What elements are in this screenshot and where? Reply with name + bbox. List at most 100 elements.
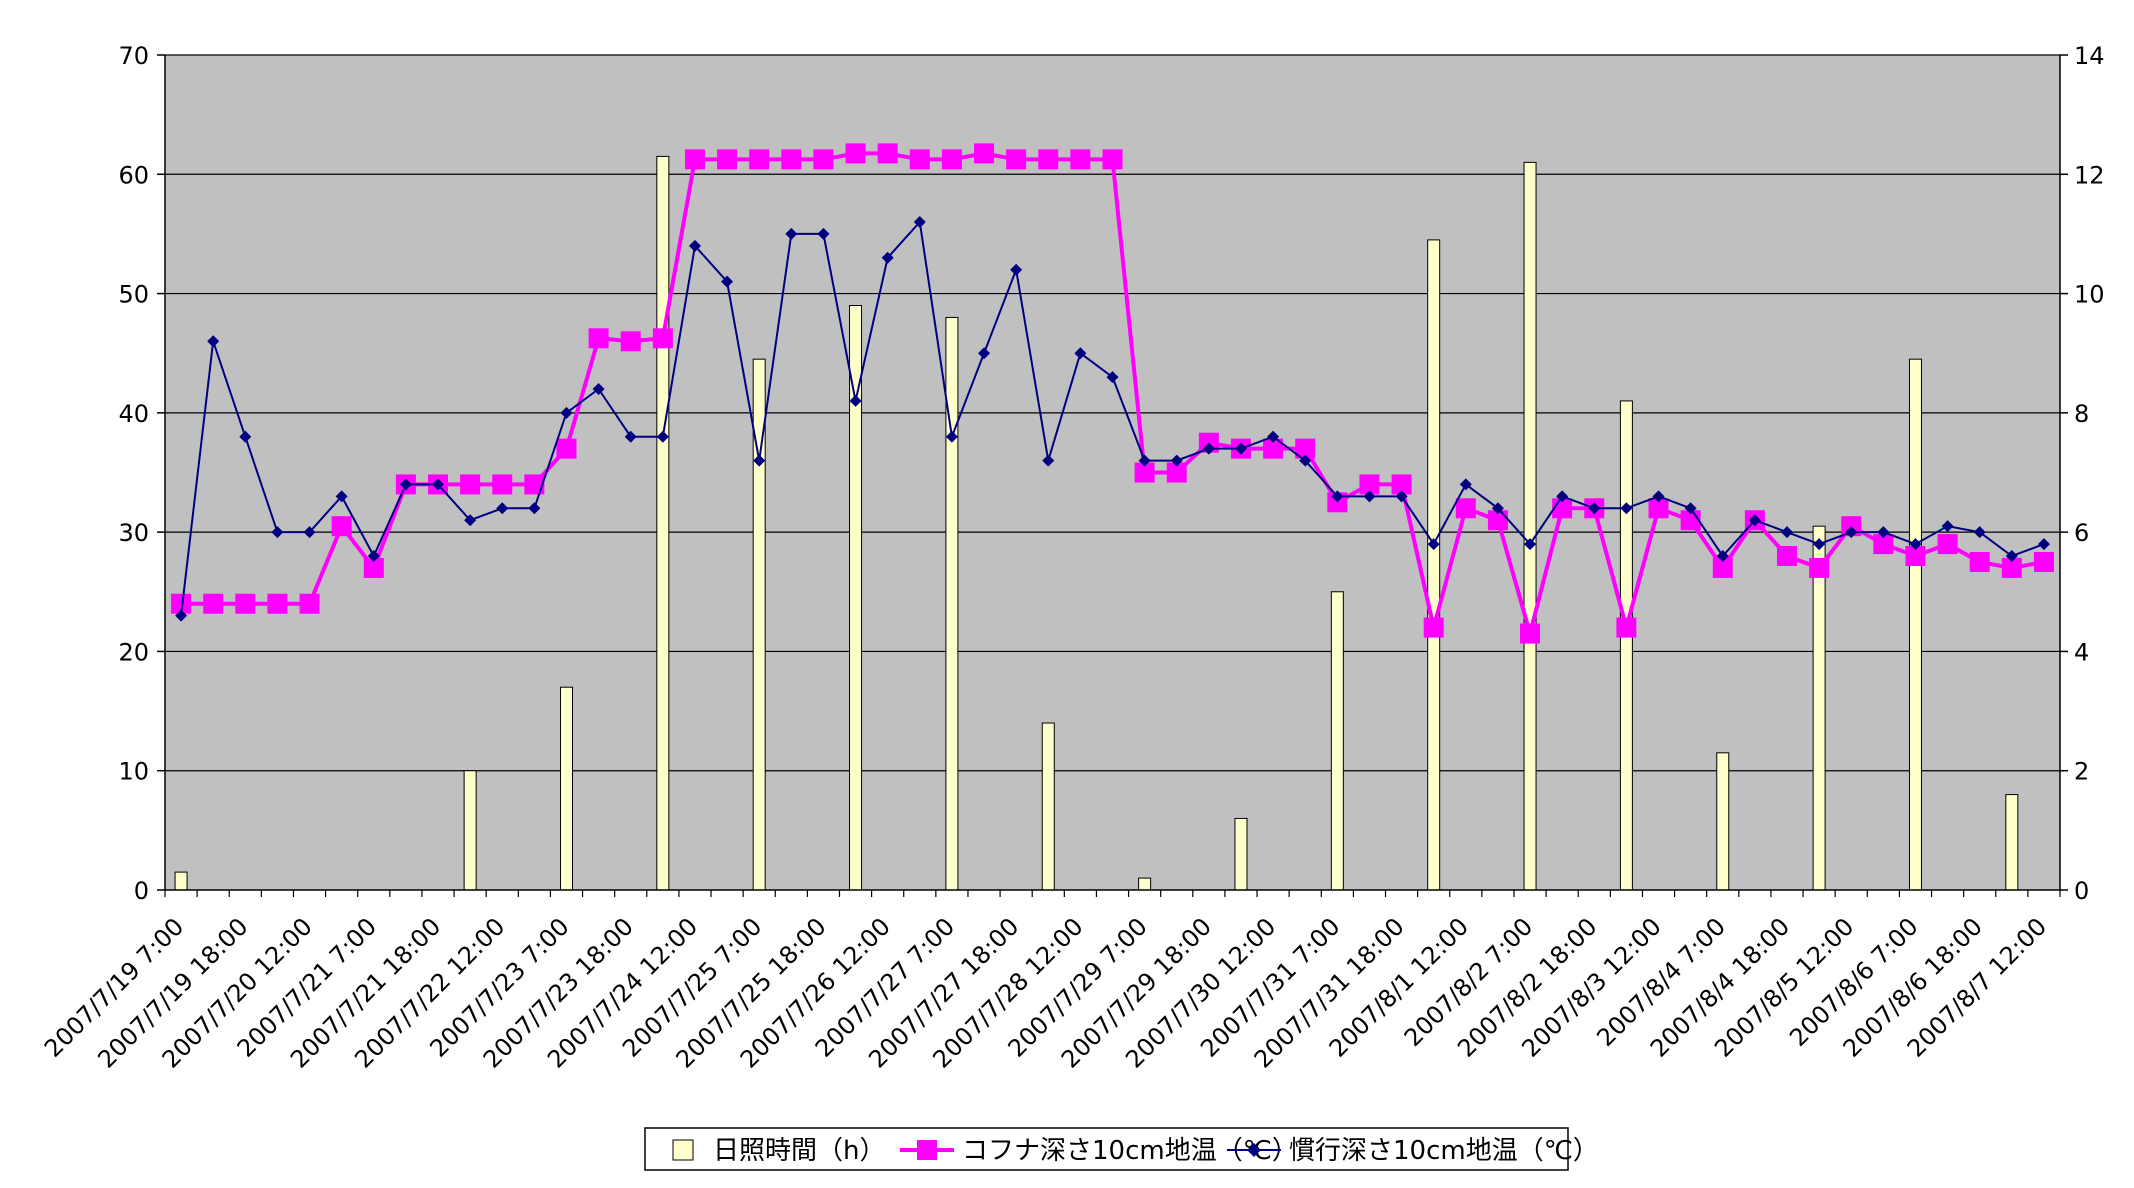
bar: [1908, 358, 1922, 891]
pink-point: [235, 593, 256, 614]
navy-point: [271, 526, 284, 539]
navy-point: [432, 478, 445, 491]
pink-point: [1391, 474, 1412, 495]
pink-point: [2033, 551, 2054, 572]
plot-area: [164, 54, 2061, 891]
legend: 日照時間（h） コフナ深さ10cm地温（℃） 慣行深さ10cm地温（℃）: [644, 1127, 1599, 1171]
navy-point: [1170, 454, 1183, 467]
navy-point: [1459, 478, 1472, 491]
bar: [1041, 722, 1055, 891]
navy-point: [1845, 526, 1858, 539]
navy-point: [721, 275, 734, 288]
navy-point: [1941, 520, 1954, 533]
bar: [656, 155, 670, 891]
bar: [1619, 400, 1633, 891]
pink-point: [1134, 462, 1155, 483]
bar: [849, 305, 863, 891]
pink-point: [684, 149, 705, 170]
left-y-tick-label: 10: [118, 758, 149, 786]
navy-point: [1813, 538, 1826, 551]
navy-point: [367, 550, 380, 562]
navy-point: [399, 478, 412, 491]
navy-point: [1363, 490, 1376, 503]
left-y-axis: 0 10 20 30 40 50 60 70: [118, 42, 165, 905]
navy-point: [1877, 526, 1890, 539]
navy-point: [1620, 502, 1633, 515]
pink-point: [1776, 546, 1797, 566]
pink-point: [2001, 557, 2022, 578]
navy-point: [1106, 371, 1119, 384]
legend-navy-label: 慣行深さ10cm地温（℃）: [1289, 1136, 1599, 1166]
pink-point: [1873, 534, 1894, 555]
pink-point: [749, 149, 770, 170]
right-y-tick-label: 2: [2074, 758, 2089, 786]
pink-point: [1648, 498, 1669, 519]
navy-point: [1973, 526, 1986, 539]
pink-point: [1295, 438, 1316, 459]
navy-point: [1427, 538, 1440, 551]
pink-point: [1263, 438, 1284, 459]
pink-point: [460, 474, 481, 495]
bar: [1523, 161, 1537, 891]
pink-point: [331, 516, 352, 537]
navy-point: [1556, 490, 1569, 503]
navy-point: [207, 335, 220, 348]
navy-point: [1234, 442, 1247, 455]
legend-navy-marker: [1247, 1143, 1261, 1157]
pink-point: [909, 149, 930, 170]
navy-point: [1010, 263, 1023, 276]
pink-point: [492, 474, 513, 495]
pink-point: [1038, 149, 1059, 170]
bar: [1716, 752, 1730, 891]
navy-point: [1716, 550, 1729, 562]
right-y-tick-label: 12: [2074, 161, 2105, 189]
pink-point: [171, 593, 192, 614]
pink-point: [813, 149, 834, 170]
left-y-tick-label: 20: [118, 638, 149, 666]
navy-point: [1684, 502, 1697, 515]
navy-point: [239, 430, 252, 443]
legend-pink-marker: [917, 1140, 937, 1160]
right-y-tick-label: 10: [2074, 281, 2105, 309]
axes: [164, 55, 2061, 891]
bar: [463, 770, 477, 891]
navy-point: [753, 454, 766, 467]
navy-line-series: [175, 216, 2050, 622]
legend-bar-label: 日照時間（h）: [713, 1136, 885, 1166]
left-y-tick-label: 40: [118, 400, 149, 428]
left-y-tick-label: 30: [118, 519, 149, 547]
bar: [1812, 525, 1826, 891]
navy-point: [303, 526, 316, 539]
left-y-tick-label: 0: [134, 877, 149, 905]
pink-point: [1969, 551, 1990, 572]
navy-point: [1138, 454, 1151, 467]
navy-point: [1748, 514, 1761, 527]
left-y-tick-label: 50: [118, 281, 149, 309]
navy-point: [1524, 538, 1537, 551]
pink-point: [267, 593, 288, 614]
left-y-tick-label: 70: [118, 42, 149, 70]
navy-point: [1909, 538, 1922, 551]
navy-point: [1042, 454, 1055, 467]
navy-point: [1395, 490, 1408, 503]
pink-point: [941, 149, 962, 170]
bar: [174, 871, 188, 891]
bar: [1234, 817, 1248, 891]
pink-point: [845, 143, 866, 164]
left-y-tick-label: 60: [118, 161, 149, 189]
navy-point: [1074, 347, 1087, 360]
navy-point: [592, 383, 605, 395]
navy-point: [785, 227, 798, 240]
pink-point: [556, 438, 577, 459]
pink-point: [1070, 149, 1091, 170]
pink-point: [1455, 498, 1476, 519]
navy-point: [1652, 490, 1665, 503]
navy-point: [335, 490, 348, 503]
navy-point: [945, 430, 958, 443]
right-y-tick-label: 8: [2074, 400, 2089, 428]
right-y-tick-label: 0: [2074, 877, 2089, 905]
pink-point: [1423, 617, 1444, 638]
pink-point: [1616, 617, 1637, 638]
navy-point: [849, 394, 862, 407]
